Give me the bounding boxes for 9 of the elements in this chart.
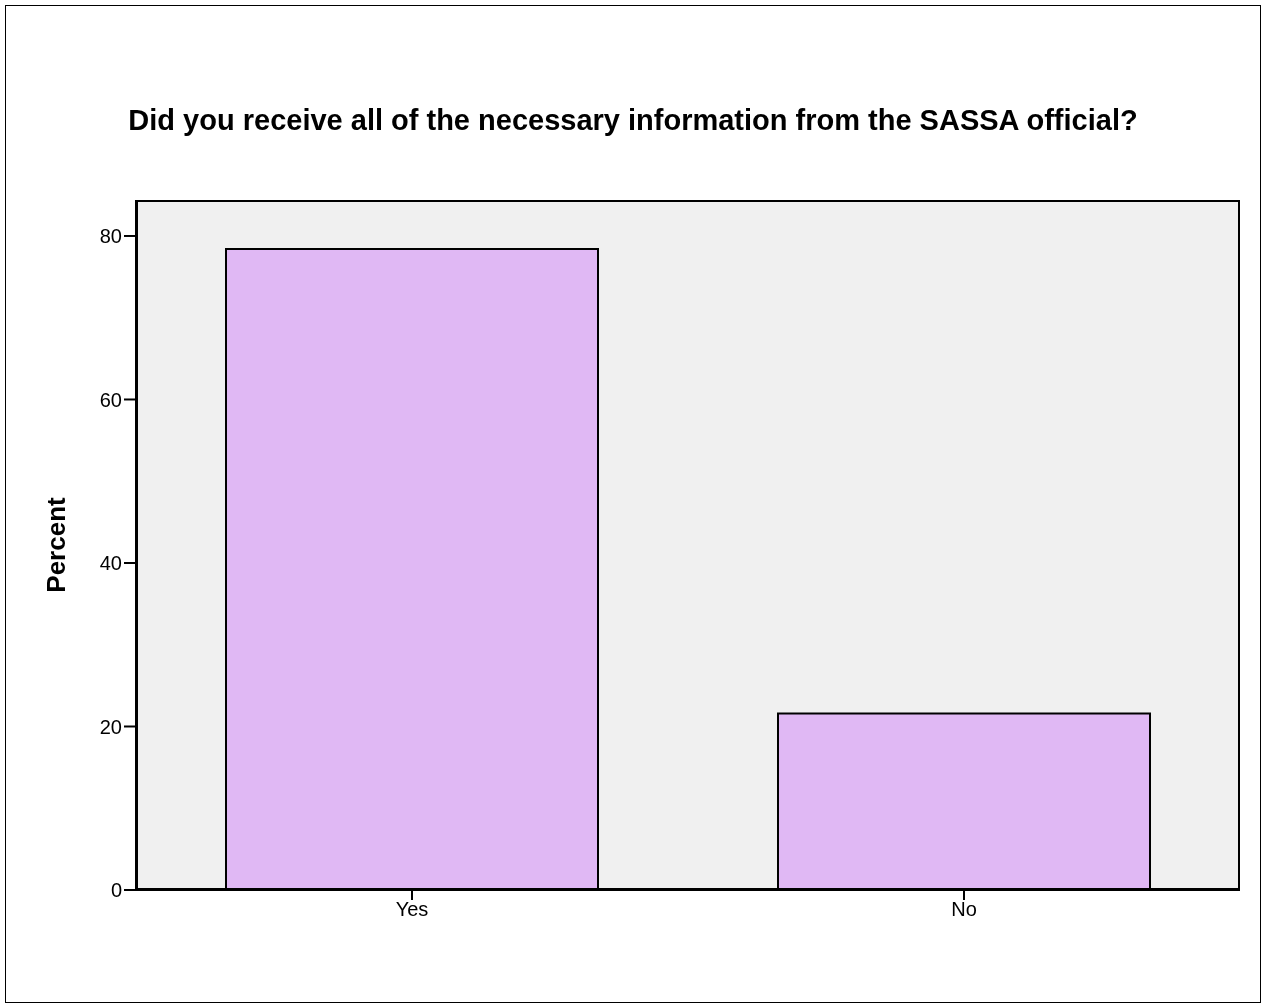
x-tick-label: Yes [395,898,429,921]
y-tick-label: 0 [110,879,122,902]
x-tick-label: No [951,898,977,921]
y-tick-label: 40 [99,552,122,575]
y-axis-title: Percent [41,496,72,593]
y-tick-label: 60 [99,388,122,411]
chart-title: Did you receive all of the necessary information from the SASSA official? [127,104,1139,137]
y-tick-label: 20 [99,715,122,738]
y-tick-label: 80 [99,225,122,248]
